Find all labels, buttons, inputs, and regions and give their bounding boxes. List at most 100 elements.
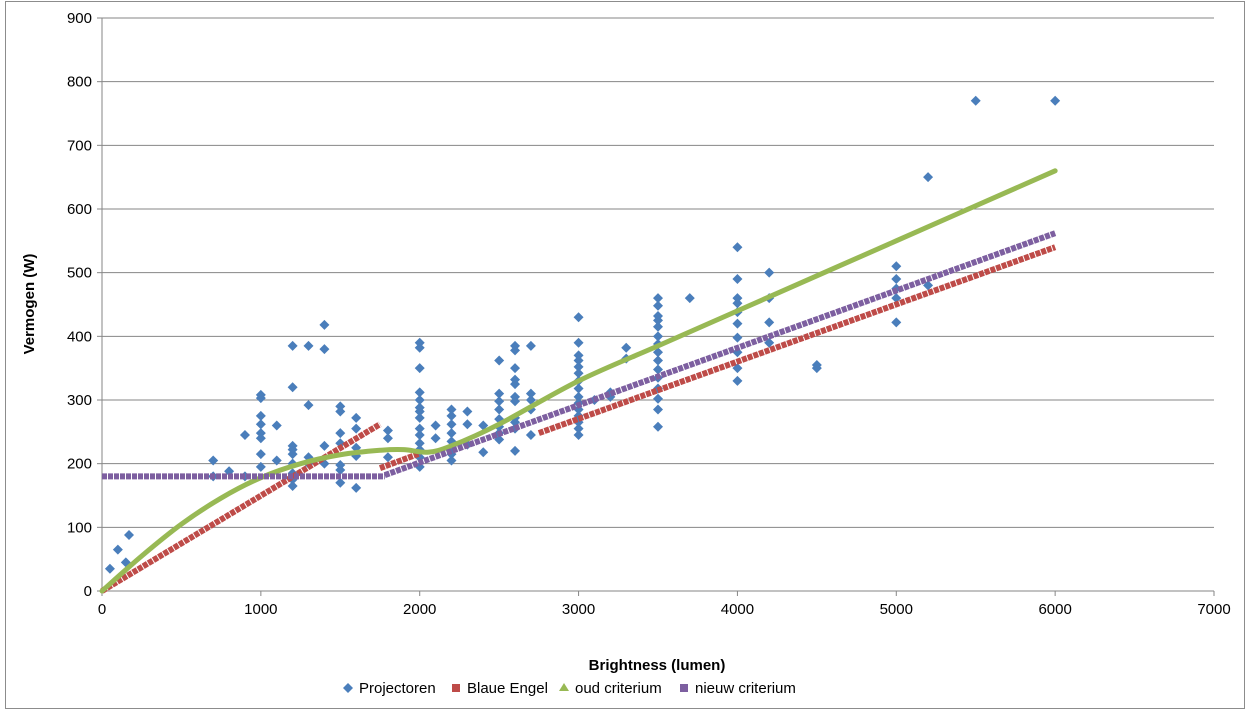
- data-point: [621, 342, 632, 353]
- data-point: [414, 363, 425, 374]
- data-point: [573, 423, 584, 434]
- x-tick-label: 3000: [562, 601, 595, 618]
- data-point: [255, 428, 266, 439]
- data-point: [303, 400, 314, 411]
- data-point: [335, 459, 346, 470]
- data-point: [319, 319, 330, 330]
- data-point: [494, 355, 505, 366]
- data-point: [510, 391, 521, 402]
- data-point: [764, 267, 775, 278]
- data-point: [239, 430, 250, 441]
- data-point: [382, 425, 393, 436]
- data-point: [382, 433, 393, 444]
- data-point: [510, 374, 521, 385]
- data-point: [303, 340, 314, 351]
- data-point: [335, 438, 346, 449]
- data-point: [732, 293, 743, 304]
- data-point: [970, 95, 981, 106]
- data-point: [335, 477, 346, 488]
- data-point: [732, 318, 743, 329]
- data-point: [732, 298, 743, 309]
- data-point: [255, 433, 266, 444]
- x-axis-title: Brightness (lumen): [589, 657, 726, 674]
- data-point: [732, 274, 743, 285]
- data-point: [653, 293, 663, 304]
- data-point: [319, 440, 330, 451]
- data-point: [653, 331, 663, 342]
- data-point: [462, 406, 473, 417]
- data-point: [764, 317, 775, 328]
- data-point: [653, 310, 663, 321]
- data-point: [510, 363, 521, 374]
- data-point: [478, 447, 489, 458]
- y-tick-label: 900: [67, 10, 92, 27]
- data-point: [446, 410, 457, 421]
- data-point: [494, 396, 505, 407]
- data-point: [319, 344, 330, 355]
- series-blaue-engel: [100, 244, 1057, 594]
- y-tick-label: 300: [67, 392, 92, 409]
- series-line-segment: [383, 230, 1057, 478]
- data-point: [287, 382, 298, 393]
- series-projectoren: [104, 95, 1061, 574]
- data-point: [478, 420, 489, 431]
- data-point: [271, 420, 282, 431]
- legend: Projectoren Blaue Engel oud criterium nieuw…: [343, 680, 796, 697]
- data-point: [255, 389, 266, 400]
- legend-item: nieuw criterium: [680, 680, 796, 697]
- data-point: [891, 317, 902, 328]
- legend-marker-diamond: [343, 683, 353, 693]
- data-point: [351, 423, 362, 434]
- data-point: [446, 404, 457, 415]
- data-point: [124, 529, 135, 540]
- data-point: [287, 340, 298, 351]
- data-point: [462, 419, 473, 430]
- legend-marker-square: [452, 684, 460, 692]
- legend-label: oud criterium: [575, 680, 662, 697]
- data-point: [494, 404, 505, 415]
- data-point: [494, 388, 505, 399]
- data-point: [446, 419, 457, 430]
- data-point: [255, 410, 266, 421]
- data-point: [573, 337, 584, 348]
- data-point: [414, 430, 425, 441]
- data-point: [414, 342, 425, 353]
- data-point: [104, 563, 115, 574]
- data-point: [573, 355, 584, 366]
- legend-label: nieuw criterium: [695, 680, 796, 697]
- data-point: [335, 401, 346, 412]
- series-line-segment: [378, 450, 421, 471]
- data-point: [653, 321, 663, 332]
- data-point: [732, 375, 743, 386]
- data-point: [653, 393, 663, 404]
- x-tick-label: 7000: [1197, 601, 1230, 618]
- data-point: [287, 480, 298, 491]
- data-point: [653, 421, 663, 432]
- data-point: [208, 455, 219, 466]
- data-point: [430, 433, 441, 444]
- data-point: [255, 449, 266, 460]
- data-point: [573, 312, 584, 323]
- data-point: [732, 332, 743, 343]
- data-point: [525, 388, 536, 399]
- data-point: [351, 482, 362, 493]
- series-line-segment: [537, 244, 1057, 436]
- data-point: [112, 544, 123, 555]
- data-point: [255, 419, 266, 430]
- data-point: [335, 428, 346, 439]
- axes: 0 100 200 300 400 500 600 700 800 900 0 1000 2000 300…: [67, 10, 1231, 618]
- x-tick-label: 6000: [1038, 601, 1071, 618]
- x-tick-label: 2000: [403, 601, 436, 618]
- data-point: [446, 428, 457, 439]
- legend-item: oud criterium: [559, 680, 662, 697]
- data-point: [653, 300, 663, 311]
- data-point: [653, 355, 663, 366]
- y-tick-label: 0: [84, 583, 92, 600]
- series-oud-criterium: [99, 168, 1058, 594]
- series-line: [99, 168, 1058, 594]
- data-point: [923, 172, 934, 183]
- data-point: [573, 368, 584, 379]
- data-point: [811, 359, 822, 370]
- series-nieuw-criterium: [102, 230, 1057, 480]
- x-tick-label: 0: [98, 601, 106, 618]
